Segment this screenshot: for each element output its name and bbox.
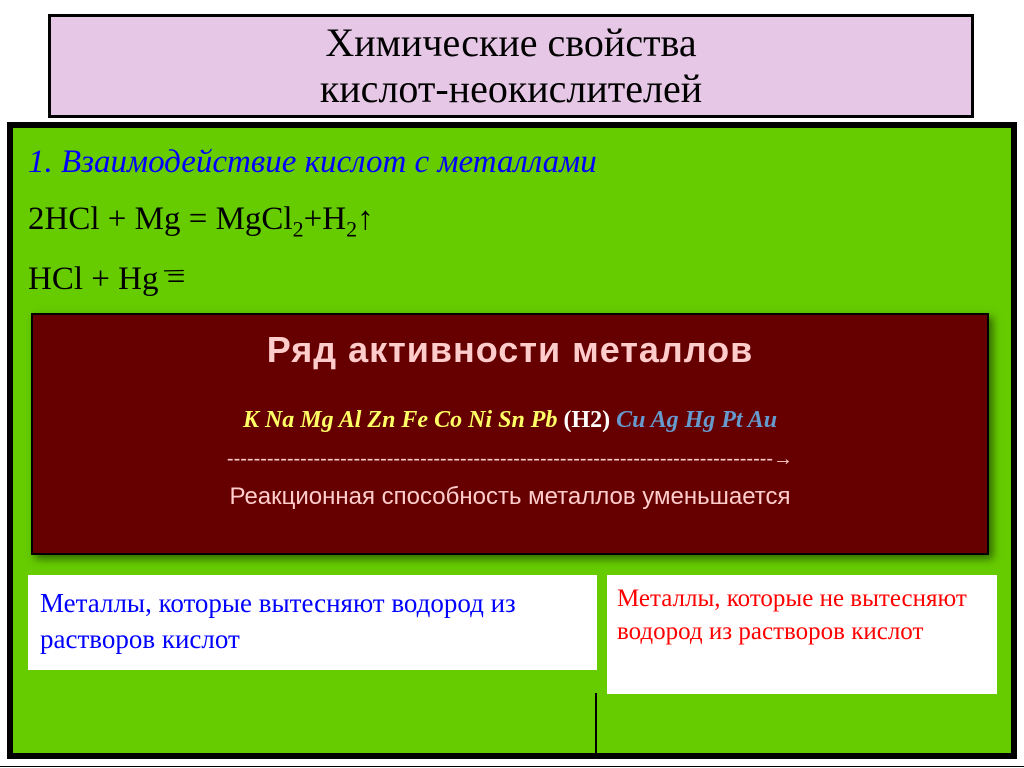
eq1-sub1: 2 [293,217,304,242]
slide-title: Химические свойствакислот-неокислителей [320,20,702,112]
eq1-prefix: 2HCl + Mg = MgCl [28,201,293,237]
activity-series: K Na Mg Al Zn Fe Co Ni Sn Pb (H2) Cu Ag … [33,407,987,434]
note-left: Металлы, которые вытесняют водород из ра… [40,585,585,658]
note-right-box: Металлы, которые не вытесняют водород из… [607,575,997,694]
vertical-divider [595,693,597,755]
equation-2: HCl + Hg =/ [28,261,185,298]
bottom-border [0,766,1024,767]
activity-title: Ряд активности металлов [33,329,987,371]
note-right: Металлы, которые не вытесняют водород из… [617,583,987,648]
eq1-sub2: 2 [346,217,357,242]
series-active-metals: K Na Mg Al Zn Fe Co Ni Sn Pb [243,407,564,433]
section-heading: 1. Взаимодействие кислот с металлами [28,144,597,181]
not-equal-icon: =/ [167,261,186,298]
eq1-mid: +H [304,201,346,237]
title-box: Химические свойствакислот-неокислителей [48,14,974,118]
series-hydrogen: (H2) [563,407,616,433]
activity-caption: Реакционная способность металлов уменьша… [33,483,987,511]
arrow-line: ----------------------------------------… [33,448,987,471]
equation-1: 2HCl + Mg = MgCl2+H2↑ [28,201,374,243]
series-inactive-metals: Cu Ag Hg Pt Au [616,407,777,433]
eq1-arrow: ↑ [357,201,374,237]
content-box: 1. Взаимодействие кислот с металлами 2HC… [7,122,1017,759]
eq2-prefix: HCl + Hg [28,261,167,297]
activity-series-panel: Ряд активности металлов K Na Mg Al Zn Fe… [31,313,989,555]
slide: Химические свойствакислот-неокислителей … [0,0,1024,767]
note-left-box: Металлы, которые вытесняют водород из ра… [28,575,597,670]
